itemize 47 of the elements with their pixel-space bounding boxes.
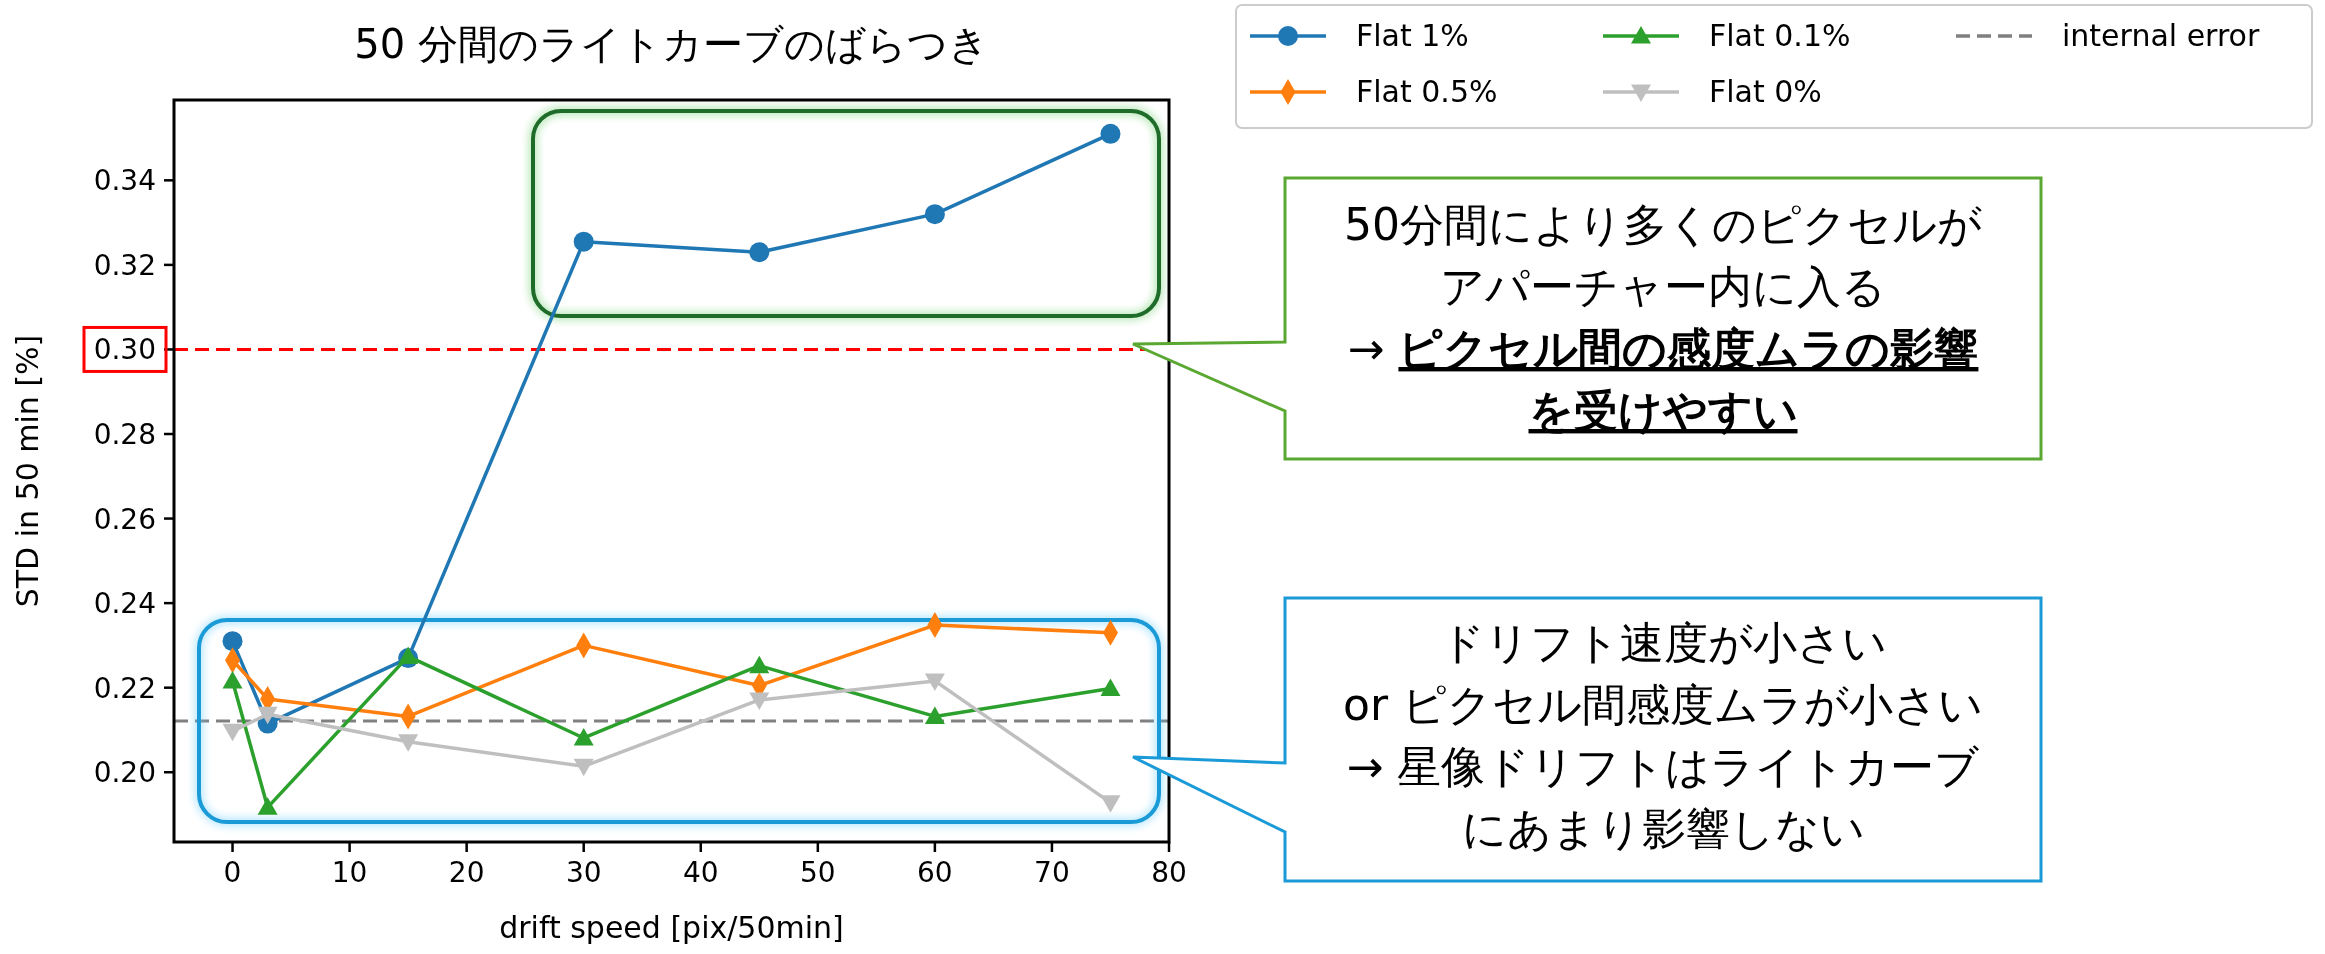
point	[222, 723, 243, 742]
x-tick-label: 80	[1151, 856, 1187, 889]
point	[1100, 678, 1121, 697]
text: 50分間により多くのピクセルがアパーチャー内に入る	[1344, 199, 1982, 312]
legend-label: Flat 1%	[1356, 18, 1469, 53]
legend-label: Flat 0%	[1709, 74, 1822, 109]
point	[1100, 123, 1121, 144]
x-tick-label: 20	[448, 856, 485, 889]
x-tick-label: 50	[800, 856, 836, 889]
legend-label: Flat 0.5%	[1356, 74, 1498, 109]
point	[924, 706, 945, 724]
y-tick-label: 0.24	[93, 587, 156, 621]
x-tick-label: 40	[682, 856, 719, 889]
y-tick-label: 0.26	[93, 502, 156, 536]
point	[573, 231, 594, 252]
point	[222, 631, 243, 652]
point	[398, 734, 419, 752]
point	[924, 673, 945, 691]
y-tick-label: 0.34	[93, 164, 156, 198]
point	[749, 692, 770, 710]
legend-label: Flat 0.1%	[1709, 18, 1851, 53]
y-tick-label: 0.30	[93, 333, 156, 367]
point	[1100, 795, 1121, 813]
x-tick-label: 0	[223, 856, 242, 889]
y-tick-label: 0.20	[93, 756, 156, 790]
point	[257, 797, 278, 815]
point	[257, 706, 278, 725]
text: ドリフト速度が小さい or ピクセル間感度ムラが小さい → 星像ドリフトはライトカーブにあまり影響しない	[1343, 617, 1983, 854]
legend-label: internal error	[2062, 18, 2260, 53]
point	[924, 204, 945, 225]
point	[573, 727, 594, 746]
y-tick-label: 0.32	[93, 248, 156, 282]
chart-title: 50 分間のライトカーブのばらつき	[354, 21, 989, 67]
y-axis-title: STD in 50 min [%]	[10, 334, 45, 608]
x-axis-title: drift speed [pix/50min]	[499, 910, 844, 945]
point	[749, 242, 770, 263]
point	[398, 646, 419, 664]
y-tick-label: 0.28	[93, 418, 156, 452]
x-tick-label: 60	[917, 856, 953, 889]
y-tick-label: 0.22	[93, 671, 156, 705]
x-tick-label: 30	[565, 856, 602, 889]
point	[573, 758, 594, 777]
x-tick-label: 70	[1034, 856, 1070, 889]
x-tick-label: 10	[331, 856, 368, 889]
text: → ピクセル間の感度ムラの影響を受けやすい	[1347, 323, 1979, 436]
point	[222, 670, 243, 689]
point	[749, 655, 770, 674]
